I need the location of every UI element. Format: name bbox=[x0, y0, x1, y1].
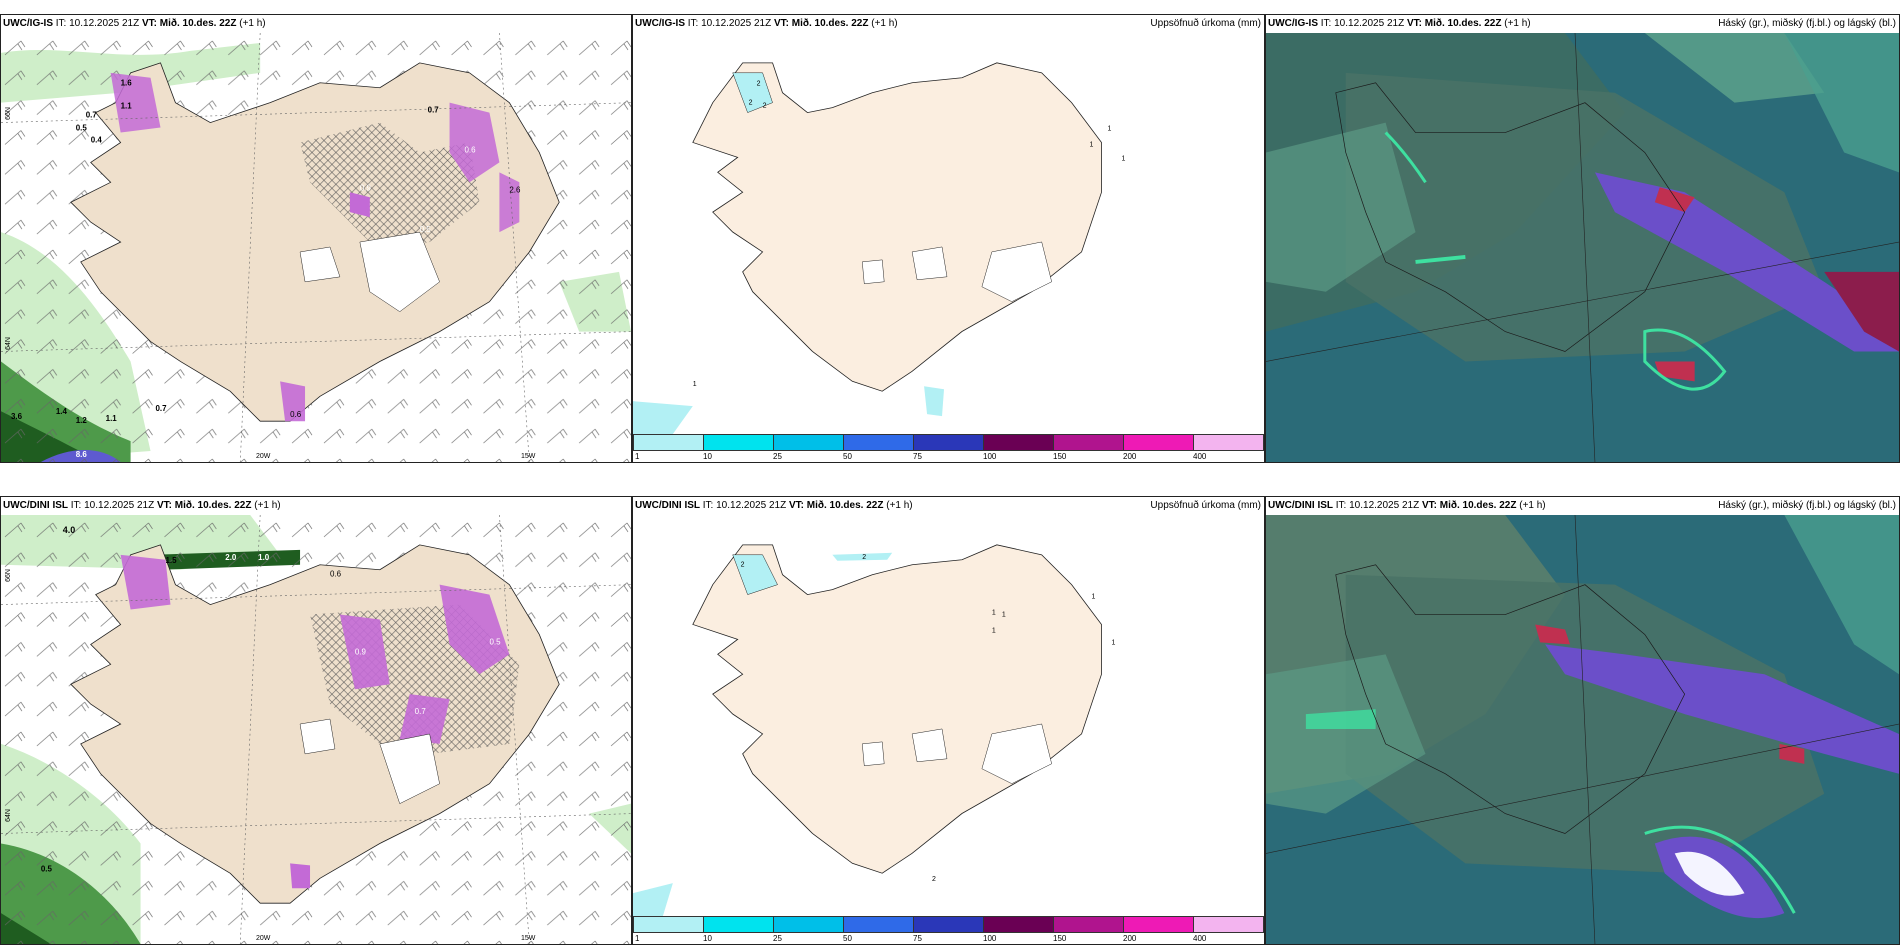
precip-colorbar: 1 10 25 50 75 100 150 200 400 bbox=[633, 434, 1264, 462]
value-label: 0.6 bbox=[465, 145, 477, 154]
colorbar-cell bbox=[1054, 435, 1124, 450]
value-label: 1.6 bbox=[121, 79, 133, 88]
colorbar-cell bbox=[984, 435, 1054, 450]
precip-panel-row1: UWC/IG-IS IT: 10.12.2025 21Z VT: Mið. 10… bbox=[632, 14, 1265, 463]
value-label: 1.4 bbox=[56, 407, 68, 416]
value-label: 4.0 bbox=[63, 525, 75, 535]
colorbar-cell bbox=[1054, 917, 1124, 932]
svg-text:2: 2 bbox=[749, 100, 753, 107]
value-label: 0.5 bbox=[420, 225, 432, 234]
colorbar-cell bbox=[704, 917, 774, 932]
value-label: 0.7 bbox=[415, 707, 427, 716]
svg-text:1: 1 bbox=[992, 610, 996, 617]
lon-label-15w: 15W bbox=[521, 935, 536, 942]
value-label: 0.9 bbox=[355, 647, 367, 656]
value-label: 1.1 bbox=[121, 102, 133, 111]
colorbar-cell bbox=[774, 917, 844, 932]
panel-title: UWC/DINI ISL IT: 10.12.2025 21Z VT: Mið.… bbox=[3, 500, 281, 511]
svg-text:1: 1 bbox=[992, 627, 996, 634]
value-label: 0.5 bbox=[41, 864, 53, 873]
value-label: 2.0 bbox=[225, 553, 237, 562]
value-label: 0.6 bbox=[330, 570, 342, 579]
precip-map[interactable]: 2 2 2 1 1 1 1 bbox=[633, 33, 1264, 434]
lat-label-66n: 66N bbox=[4, 569, 12, 582]
lat-label-64n: 64N bbox=[4, 809, 12, 822]
svg-text:2: 2 bbox=[932, 876, 936, 883]
value-label: 0.7 bbox=[86, 111, 98, 120]
value-label: 0.7 bbox=[156, 404, 168, 413]
panel-subtitle: Uppsöfnuð úrkoma (mm) bbox=[1150, 18, 1261, 29]
lon-label-20w: 20W bbox=[256, 453, 271, 460]
panel-subtitle: Uppsöfnuð úrkoma (mm) bbox=[1150, 500, 1261, 511]
wind-map[interactable]: 4.0 1.5 2.0 1.0 0.5 0.6 0.9 0.5 0.7 bbox=[1, 515, 631, 944]
cloud-panel-row2: UWC/DINI ISL IT: 10.12.2025 21Z VT: Mið.… bbox=[1265, 496, 1900, 945]
panel-subtitle: Háský (gr.), miðský (fj.bl.) og lágský (… bbox=[1718, 500, 1896, 511]
panel-title: UWC/IG-IS IT: 10.12.2025 21Z VT: Mið. 10… bbox=[633, 15, 1264, 33]
value-label: 1.5 bbox=[165, 556, 177, 565]
value-label: 0.6 bbox=[290, 410, 302, 419]
precip-panel-row2: UWC/DINI ISL IT: 10.12.2025 21Z VT: Mið.… bbox=[632, 496, 1265, 945]
panel-title: UWC/DINI ISL IT: 10.12.2025 21Z VT: Mið.… bbox=[633, 497, 1264, 515]
colorbar-cell bbox=[1194, 435, 1263, 450]
colorbar-cell bbox=[1194, 917, 1263, 932]
precip-map[interactable]: 2 2 1 1 1 1 1 2 bbox=[633, 515, 1264, 916]
lat-label-66n: 66N bbox=[4, 107, 12, 120]
wind-panel-row2: UWC/DINI ISL IT: 10.12.2025 21Z VT: Mið.… bbox=[0, 496, 632, 945]
value-label: 0.4 bbox=[91, 135, 103, 144]
colorbar-cell bbox=[844, 917, 914, 932]
value-label: 0.5 bbox=[489, 637, 501, 646]
value-label: 0.5 bbox=[76, 124, 88, 133]
colorbar-cell bbox=[634, 435, 704, 450]
svg-text:1: 1 bbox=[1002, 611, 1006, 618]
panel-subtitle: Háský (gr.), miðský (fj.bl.) og lágský (… bbox=[1718, 18, 1896, 29]
value-label: 3.6 bbox=[11, 412, 23, 421]
value-label: 1.1 bbox=[106, 414, 118, 423]
svg-text:1: 1 bbox=[1121, 155, 1125, 162]
cloud-panel-row1: UWC/IG-IS IT: 10.12.2025 21Z VT: Mið. 10… bbox=[1265, 14, 1900, 463]
colorbar-cell bbox=[704, 435, 774, 450]
svg-text:2: 2 bbox=[757, 81, 761, 88]
colorbar-cell bbox=[844, 435, 914, 450]
panel-title: UWC/IG-IS IT: 10.12.2025 21Z VT: Mið. 10… bbox=[3, 18, 266, 29]
svg-text:1: 1 bbox=[1090, 141, 1094, 148]
svg-text:1: 1 bbox=[1111, 639, 1115, 646]
svg-text:2: 2 bbox=[862, 554, 866, 561]
svg-text:1: 1 bbox=[1092, 594, 1096, 601]
value-label: 1.0 bbox=[258, 553, 270, 562]
lon-label-20w: 20W bbox=[256, 935, 271, 942]
value-label: 0.7 bbox=[428, 106, 440, 115]
panel-title: UWC/IG-IS IT: 10.12.2025 21Z VT: Mið. 10… bbox=[1266, 15, 1899, 33]
colorbar-cell bbox=[984, 917, 1054, 932]
colorbar-cell bbox=[1124, 435, 1194, 450]
colorbar-cell bbox=[634, 917, 704, 932]
svg-text:2: 2 bbox=[763, 103, 767, 110]
svg-text:2: 2 bbox=[741, 562, 745, 569]
panel-title: UWC/DINI ISL IT: 10.12.2025 21Z VT: Mið.… bbox=[1266, 497, 1899, 515]
cloud-map[interactable] bbox=[1266, 515, 1899, 944]
colorbar-cell bbox=[1124, 917, 1194, 932]
colorbar-cell bbox=[914, 917, 984, 932]
wind-panel-row1: UWC/IG-IS IT: 10.12.2025 21Z VT: Mið. 10… bbox=[0, 14, 632, 463]
svg-text:1: 1 bbox=[1107, 126, 1111, 133]
value-label: 8.6 bbox=[76, 450, 88, 459]
svg-text:1: 1 bbox=[693, 381, 697, 388]
lat-label-64n: 64N bbox=[4, 337, 12, 350]
lon-label-15w: 15W bbox=[521, 453, 536, 460]
value-label: 0.9 bbox=[360, 183, 372, 192]
wind-map[interactable]: 1.6 0.7 0.5 0.4 1.1 3.6 0.7 1.4 1.2 1.1 … bbox=[1, 33, 631, 462]
value-label: 1.2 bbox=[76, 416, 88, 425]
value-label: 2.6 bbox=[509, 185, 521, 194]
precip-colorbar: 1 10 25 50 75 100 150 200 400 bbox=[633, 916, 1264, 944]
cloud-map[interactable] bbox=[1266, 33, 1899, 462]
colorbar-cell bbox=[914, 435, 984, 450]
colorbar-cell bbox=[774, 435, 844, 450]
